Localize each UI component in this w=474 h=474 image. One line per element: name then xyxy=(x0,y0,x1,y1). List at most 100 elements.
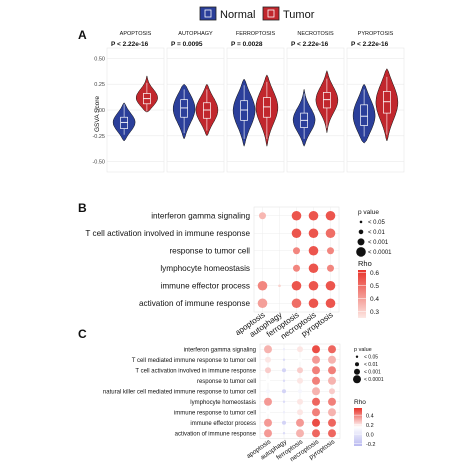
dot-necroptosis xyxy=(312,355,320,364)
dot-ferroptosis xyxy=(291,228,302,239)
row-label: lymphocyte homeostasis xyxy=(190,400,256,406)
facet-pyroptosis: PYROPTOSIS P < 2.22e-16 xyxy=(346,31,405,173)
dot-ferroptosis xyxy=(291,210,302,221)
facet-p-value: P < 2.22e-16 xyxy=(291,41,329,48)
facet-autophagy: AUTOPHAGY P = 0.0095 xyxy=(166,31,225,173)
dot-apoptosis xyxy=(264,345,272,354)
dot-apoptosis xyxy=(264,397,272,406)
size-legend-label: < 0.05 xyxy=(368,220,386,226)
facet-p-value: P < 2.22e-16 xyxy=(351,41,389,48)
size-legend-label: < 0.0001 xyxy=(364,377,384,383)
facet-p-value: P = 0.0095 xyxy=(171,41,203,48)
dot-autophagy xyxy=(282,420,286,425)
dot-pyroptosis xyxy=(328,376,336,385)
dot-pyroptosis xyxy=(328,345,336,354)
facet-strip-label: AUTOPHAGY xyxy=(178,31,213,37)
color-legend-bar xyxy=(358,270,366,318)
dot-pyroptosis xyxy=(328,397,336,406)
row-label: response to tumor cell xyxy=(169,247,250,256)
dot-pyroptosis xyxy=(325,298,336,309)
legend-swatch-box-normal xyxy=(204,9,212,18)
violin-tumor xyxy=(315,69,339,133)
panel-label-a: A xyxy=(78,28,87,42)
dot-autophagy xyxy=(282,348,286,351)
dot-necroptosis xyxy=(312,408,320,417)
dot-pyroptosis xyxy=(328,355,336,364)
dot-ferroptosis xyxy=(297,409,303,416)
legend-label-tumor: Tumor xyxy=(283,9,315,21)
dot-ferroptosis xyxy=(291,298,302,309)
size-legend-label: < 0.05 xyxy=(364,355,378,361)
violin-normal xyxy=(352,83,376,144)
dot-autophagy xyxy=(282,368,286,373)
row-label: activation of immune response xyxy=(139,299,250,308)
panel-label-b: B xyxy=(78,201,87,215)
dot-pyroptosis xyxy=(325,280,336,291)
dot-autophagy xyxy=(282,389,286,394)
size-legend-dot xyxy=(359,220,363,224)
size-legend-label: < 0.001 xyxy=(364,370,381,376)
color-legend-title: Rho xyxy=(358,259,372,268)
size-legend-dot xyxy=(356,247,366,257)
dot-necroptosis xyxy=(312,366,320,375)
dot-apoptosis xyxy=(257,280,268,291)
dot-necroptosis xyxy=(308,263,319,274)
dot-pyroptosis xyxy=(327,264,334,272)
size-legend-title: p value xyxy=(354,347,372,353)
violin-tumor xyxy=(375,68,399,142)
y-tick-label: 0.25 xyxy=(94,82,105,88)
dot-ferroptosis xyxy=(298,389,302,394)
row-label: interferon gamma signaling xyxy=(151,212,250,221)
dot-apoptosis xyxy=(264,418,272,427)
dot-apoptosis xyxy=(264,429,272,438)
dot-ferroptosis xyxy=(293,264,300,272)
row-label: T cell activation involved in immune res… xyxy=(135,368,256,374)
panel-label-c: C xyxy=(78,327,87,341)
color-legend-label: 0.0 xyxy=(366,433,374,439)
dot-ferroptosis xyxy=(298,357,302,362)
size-legend-label: < 0.01 xyxy=(364,362,378,368)
row-label: response to tumor cell xyxy=(197,379,256,385)
dot-autophagy xyxy=(282,400,286,403)
facet-apoptosis: APOPTOSIS P < 2.22e-16 xyxy=(106,31,165,173)
box-tumor xyxy=(383,91,391,114)
legend-label-normal: Normal xyxy=(220,9,255,21)
dot-pyroptosis xyxy=(327,247,334,255)
dot-pyroptosis xyxy=(325,228,336,239)
color-legend-label: 0.3 xyxy=(370,309,379,316)
row-label: T cell activation involved in immune res… xyxy=(85,229,250,238)
dot-autophagy xyxy=(282,432,286,435)
dot-autophagy xyxy=(282,358,286,361)
legend-swatch-box-tumor xyxy=(267,9,275,18)
dot-apoptosis xyxy=(266,378,270,383)
dot-autophagy xyxy=(282,379,286,382)
legend-swatch-normal xyxy=(199,6,217,21)
dot-autophagy xyxy=(278,284,281,288)
dot-ferroptosis xyxy=(291,280,302,291)
dot-apoptosis xyxy=(257,298,268,309)
dot-ferroptosis xyxy=(293,247,300,255)
color-legend-label: 0.4 xyxy=(370,296,379,303)
dot-ferroptosis xyxy=(296,418,304,427)
dot-apoptosis xyxy=(266,410,270,415)
color-legend-bar xyxy=(354,408,362,446)
size-legend-dot xyxy=(354,368,360,375)
box-normal xyxy=(180,99,188,118)
row-label: immune response to tumor cell xyxy=(174,410,256,416)
box-tumor xyxy=(203,102,211,119)
dot-pyroptosis xyxy=(325,210,336,221)
color-legend-label: 0.5 xyxy=(370,283,379,290)
dot-necroptosis xyxy=(308,298,319,309)
panel-c-dotplot: interferon gamma signaling T cell mediate… xyxy=(103,343,384,463)
size-legend-title: p value xyxy=(358,209,379,216)
row-label: natural killer cell mediated immune resp… xyxy=(103,389,256,395)
dot-pyroptosis xyxy=(328,429,336,438)
facet-strip-label: NECROTOSIS xyxy=(297,31,334,37)
size-legend-dot xyxy=(353,375,361,384)
color-legend-label: 0.2 xyxy=(366,423,374,429)
facet-ferroptosis: FERROPTOSIS P = 0.0028 xyxy=(226,31,285,173)
dot-apoptosis xyxy=(265,367,271,374)
violin-normal xyxy=(292,89,316,147)
box-normal xyxy=(240,100,248,121)
